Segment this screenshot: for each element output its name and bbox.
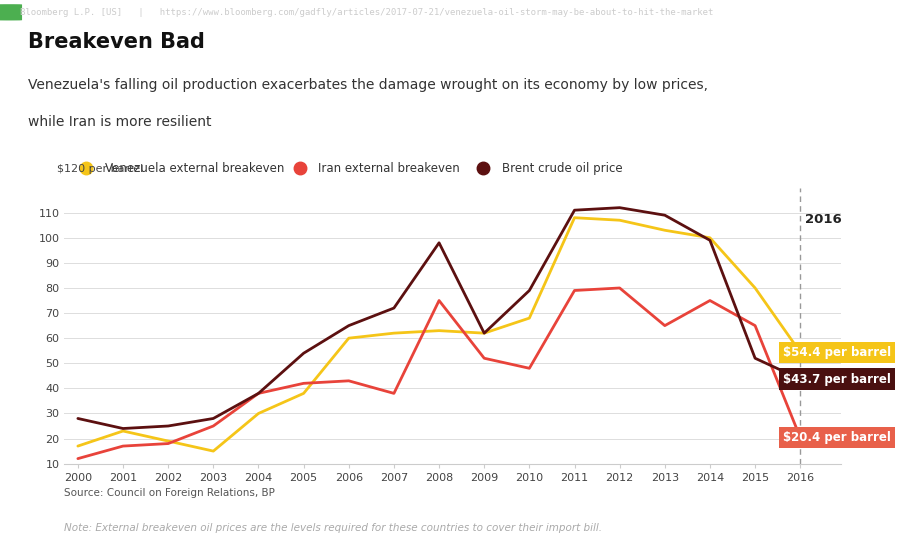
- Text: while Iran is more resilient: while Iran is more resilient: [28, 115, 211, 129]
- Text: Note: External breakeven oil prices are the levels required for these countries : Note: External breakeven oil prices are …: [64, 523, 602, 533]
- Text: $120 per barrel: $120 per barrel: [57, 164, 142, 174]
- Text: $54.4 per barrel: $54.4 per barrel: [783, 346, 891, 359]
- FancyBboxPatch shape: [0, 4, 22, 20]
- Text: Breakeven Bad: Breakeven Bad: [28, 32, 204, 52]
- Text: Venezuela's falling oil production exacerbates the damage wrought on its economy: Venezuela's falling oil production exace…: [28, 78, 708, 92]
- Text: Source: Council on Foreign Relations, BP: Source: Council on Foreign Relations, BP: [64, 488, 275, 498]
- Text: Bloomberg L.P. [US]   |   https://www.bloomberg.com/gadfly/articles/2017-07-21/v: Bloomberg L.P. [US] | https://www.bloomb…: [20, 8, 713, 17]
- Text: 2016: 2016: [805, 213, 842, 226]
- Text: $20.4 per barrel: $20.4 per barrel: [783, 431, 891, 444]
- Text: Venezuela external breakeven: Venezuela external breakeven: [105, 162, 284, 175]
- Text: $43.7 per barrel: $43.7 per barrel: [783, 373, 891, 385]
- Text: Iran external breakeven: Iran external breakeven: [318, 162, 460, 175]
- Text: Brent crude oil price: Brent crude oil price: [502, 162, 622, 175]
